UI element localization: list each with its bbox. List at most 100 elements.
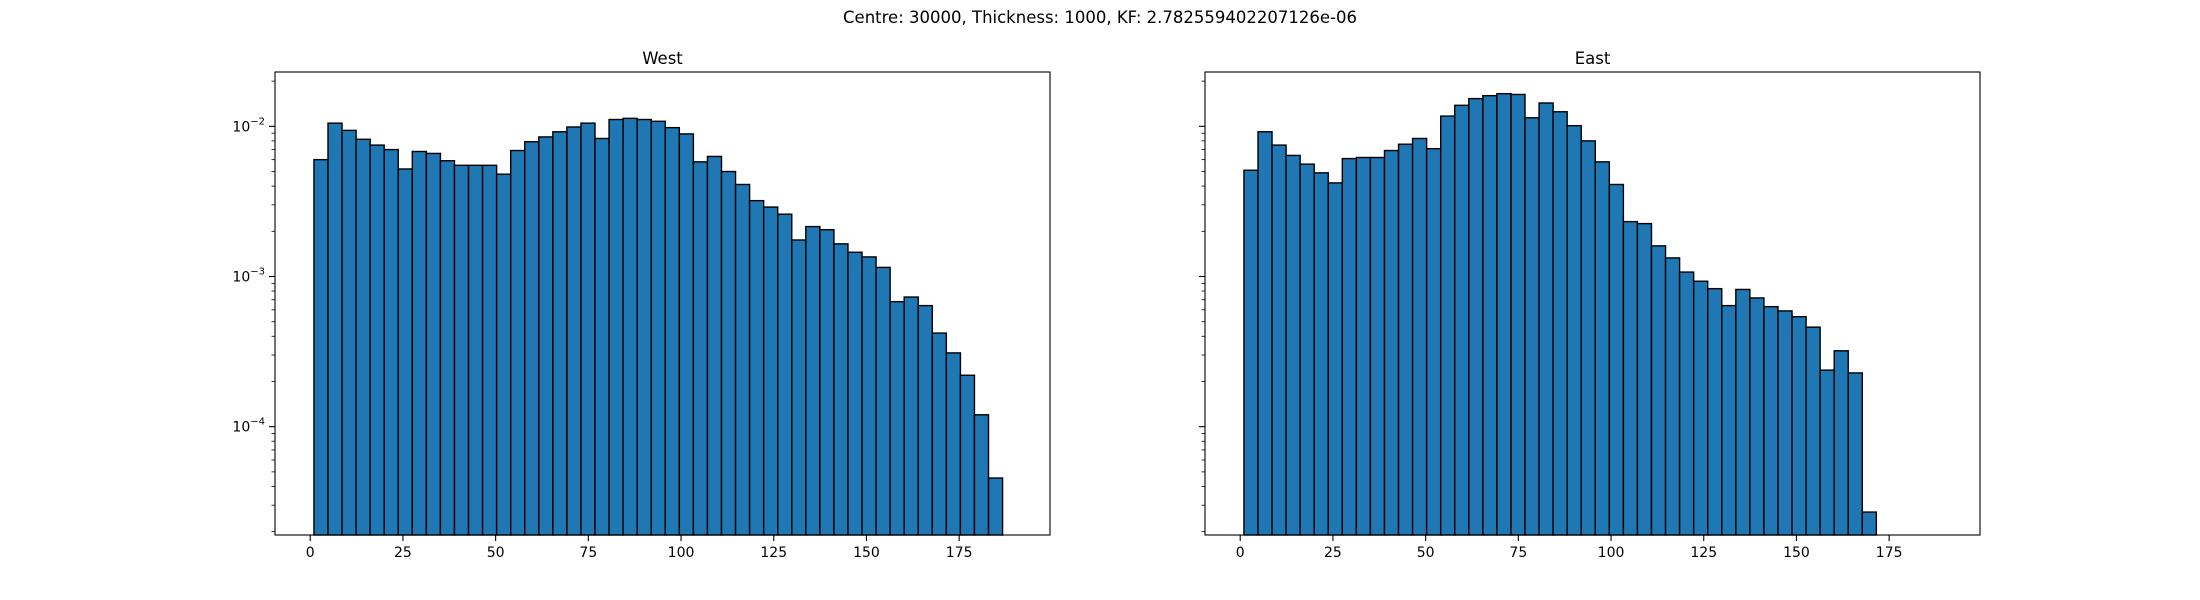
bar (1341, 157, 1358, 536)
bar (1861, 511, 1878, 536)
bar (1608, 183, 1625, 536)
x-tick-label: 25 (394, 545, 412, 561)
bar (594, 137, 610, 536)
bar (608, 118, 624, 536)
bar (1552, 111, 1568, 536)
bar (1763, 305, 1779, 536)
bar (1524, 117, 1540, 536)
bar (1454, 104, 1470, 536)
bar (1369, 156, 1386, 536)
bar (1664, 257, 1681, 536)
bar (777, 213, 793, 536)
bar (1692, 280, 1709, 536)
x-tick-label: 75 (1509, 545, 1527, 561)
bar (1425, 147, 1442, 536)
bar (1538, 102, 1554, 536)
bar (1439, 115, 1456, 536)
bar (313, 158, 329, 536)
bar (1819, 369, 1835, 536)
bar (692, 161, 709, 536)
bar (650, 120, 666, 536)
bar (1678, 271, 1695, 536)
bar (341, 129, 357, 536)
bar (917, 304, 934, 536)
bar (720, 170, 737, 536)
bar (664, 126, 681, 536)
bar (875, 266, 891, 536)
bar (706, 155, 723, 536)
bar (538, 136, 554, 536)
bar (580, 122, 596, 536)
axes-frame (1204, 71, 1981, 536)
bar (1327, 182, 1344, 536)
bar (411, 150, 428, 536)
bar (355, 138, 371, 536)
bar (1566, 124, 1582, 536)
bar (1749, 297, 1765, 536)
bar (425, 152, 442, 536)
x-tick-label: 100 (668, 545, 695, 561)
bar (959, 374, 976, 536)
bar (1510, 93, 1526, 536)
x-tick-label: 75 (579, 545, 597, 561)
bar (327, 122, 343, 536)
bar (1411, 137, 1428, 536)
bar (1285, 154, 1301, 536)
bar (397, 168, 414, 536)
bar (495, 173, 512, 536)
bar (762, 206, 779, 536)
bar (1777, 310, 1793, 536)
bar (1271, 144, 1287, 536)
bar (791, 239, 807, 536)
bar (805, 225, 821, 536)
bar (1636, 222, 1653, 536)
bar (833, 243, 849, 536)
bar (889, 300, 905, 536)
bar (552, 131, 568, 536)
bar (734, 183, 751, 536)
x-tick-label: 175 (946, 545, 973, 561)
bar (439, 160, 456, 536)
bar (819, 228, 835, 536)
x-tick-label: 125 (760, 545, 787, 561)
x-tick-label: 125 (1690, 545, 1717, 561)
bars-1 (1243, 92, 1878, 536)
bar (678, 133, 695, 536)
x-tick-label: 50 (487, 545, 505, 561)
subplot-1: East 0 25 50 75 100 125 150 175 (1199, 49, 1981, 561)
x-tick-label: 0 (1236, 545, 1245, 561)
bar (369, 144, 385, 536)
bar (383, 148, 399, 536)
x-tick-label: 150 (853, 545, 880, 561)
bar (622, 117, 638, 536)
bar (566, 126, 582, 536)
x-tick-label: 100 (1598, 545, 1625, 561)
bar (1721, 304, 1737, 536)
bar (748, 199, 765, 536)
bar (1257, 131, 1273, 536)
y-tick-label: 10−4 (232, 417, 265, 436)
x-tick-label: 175 (1876, 545, 1903, 561)
bar (1805, 326, 1821, 536)
bar (1622, 220, 1639, 536)
bar (453, 164, 470, 536)
x-tick-label: 150 (1783, 545, 1810, 561)
bar (1397, 143, 1414, 536)
bar (1482, 94, 1498, 536)
bars-0 (313, 117, 1004, 536)
subplot-title: West (642, 49, 683, 68)
bar (467, 164, 484, 536)
figure-suptitle: Centre: 30000, Thickness: 1000, KF: 2.78… (843, 8, 1357, 27)
axes-frame (274, 71, 1051, 536)
bar (1468, 97, 1484, 536)
subplot-0: West 0 25 50 75 100 125 150 175 10−4 10−3 10−2 (232, 49, 1051, 561)
bar (1355, 156, 1372, 536)
bar (1833, 350, 1849, 536)
bar (1299, 163, 1315, 536)
bar (987, 477, 1004, 536)
y-tick-label: 10−3 (232, 267, 265, 286)
bar (1791, 315, 1807, 536)
bar (1707, 287, 1723, 536)
